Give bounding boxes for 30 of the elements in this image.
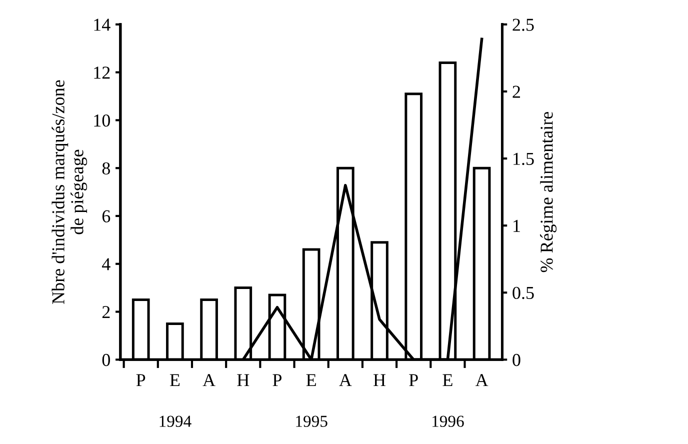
y-tick-label: 2	[102, 306, 110, 318]
x-tick-label: H	[237, 374, 250, 386]
x-tick-label: A	[475, 374, 488, 386]
x-tick-label: P	[409, 374, 418, 386]
y-tick-label: 12	[94, 66, 110, 79]
y-tick-label: 6	[102, 210, 110, 222]
y-tick-label: 8	[102, 162, 110, 175]
y2-tick-label: 2	[512, 86, 520, 98]
x-tick-label: E	[306, 374, 316, 386]
text: 1994	[160, 416, 192, 427]
y2-tick-label: 0	[512, 354, 520, 366]
y-axis-title: Nbre d'individus marqués/zone de piégeage	[52, 80, 88, 304]
x-tick-label: A	[202, 374, 216, 386]
x-tick-label: P	[136, 374, 146, 386]
text: 1996	[432, 416, 464, 427]
y2-axis-title: % Régime alimentaire	[540, 112, 557, 272]
y2-tick-label: 1	[514, 220, 520, 232]
text: 1995	[296, 416, 328, 427]
x-tick-label: H	[374, 374, 386, 386]
y-tick-label: 4	[102, 258, 110, 270]
x-tick-label: E	[170, 374, 180, 386]
y2-tick-label: 2.5	[512, 18, 534, 31]
y-tick-label: 0	[102, 354, 110, 366]
y-tick-label: 14	[94, 18, 110, 31]
y-tick-label: 10	[94, 114, 110, 127]
x-tick-label: E	[442, 374, 452, 386]
y2-tick-label: 1.5	[514, 152, 534, 166]
y2-tick-label: 0.5	[512, 286, 534, 300]
x-tick-label: P	[272, 374, 282, 386]
x-tick-label: A	[339, 374, 352, 386]
